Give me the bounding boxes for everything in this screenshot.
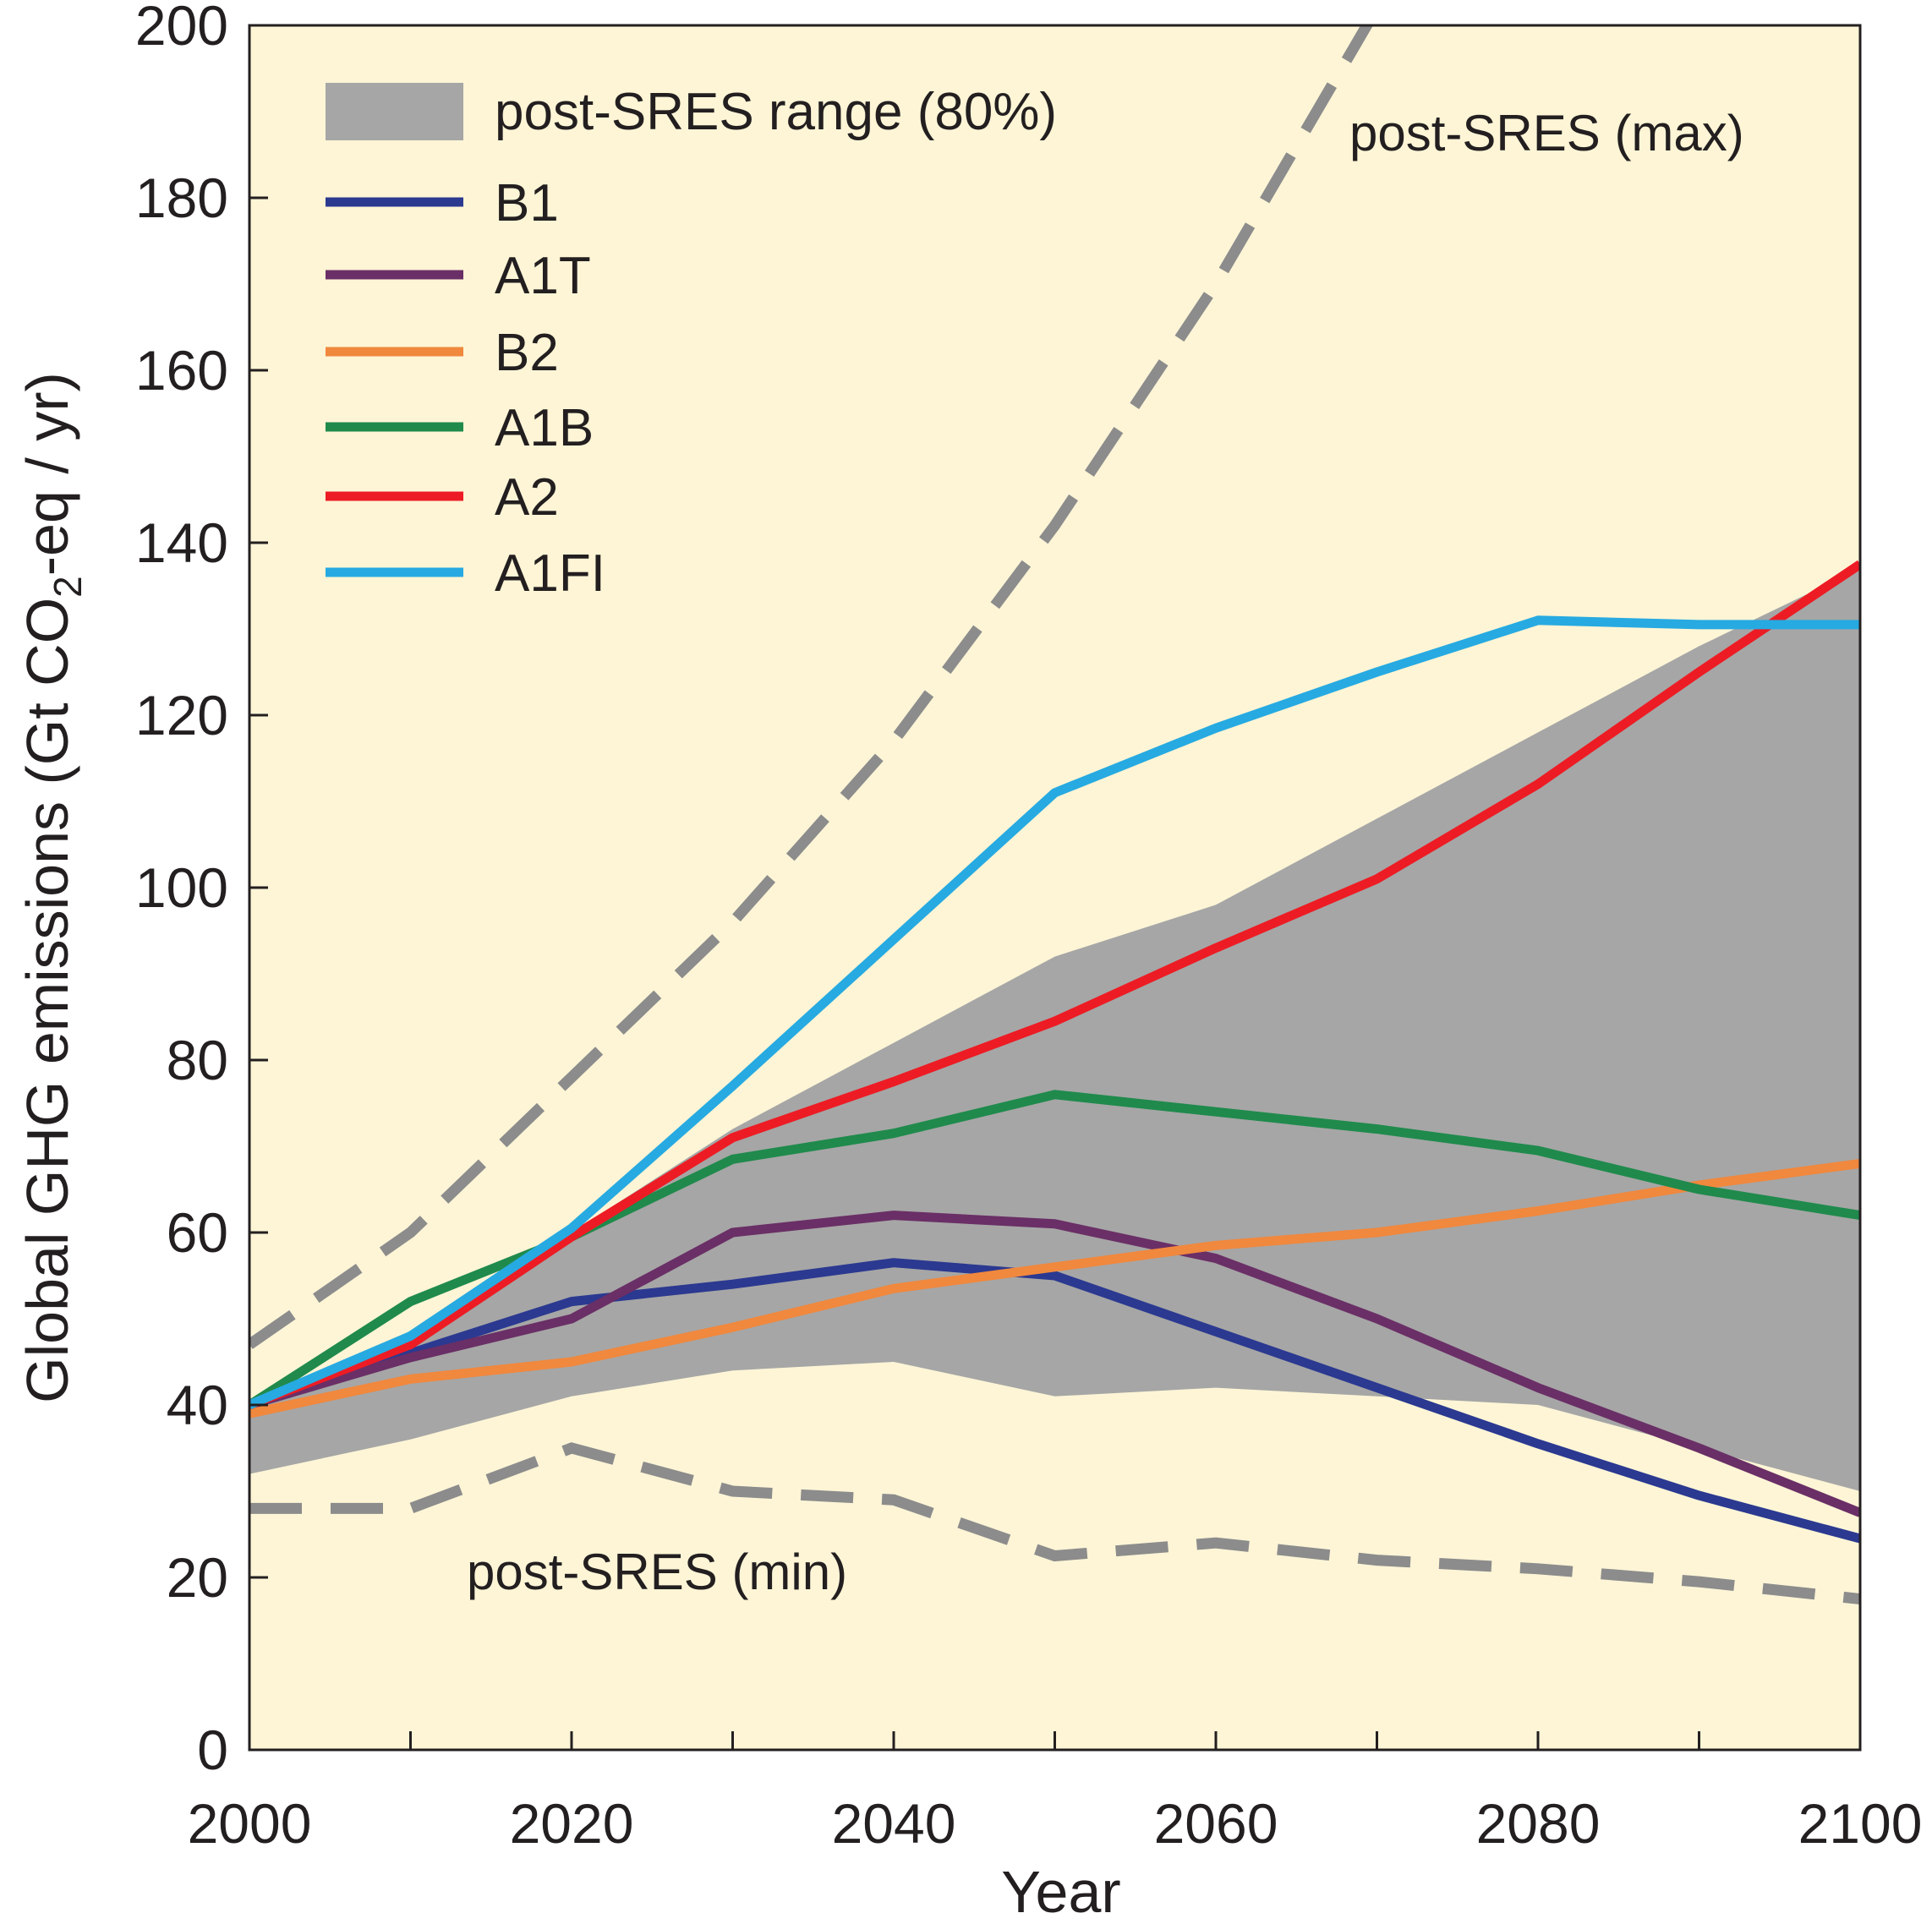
max-annotation: post-SRES (max): [1349, 105, 1744, 161]
y-tick-label: 40: [167, 1374, 228, 1436]
y-tick-label: 120: [135, 684, 228, 746]
x-tick-label: 2000: [188, 1792, 312, 1855]
y-tick-label: 0: [197, 1719, 228, 1781]
x-tick-label: 2080: [1476, 1792, 1601, 1855]
y-tick-label: 80: [167, 1029, 228, 1091]
y-tick-label: 160: [135, 339, 228, 402]
y-tick-label: 20: [167, 1546, 228, 1609]
legend-label-b2: B2: [495, 324, 559, 382]
legend-label-a2: A2: [495, 468, 559, 527]
x-tick-label: 2020: [510, 1792, 634, 1855]
legend-label-a1fi: A1FI: [495, 544, 605, 603]
y-tick-label: 180: [135, 167, 228, 229]
ghg-emissions-chart: 2000 2020 2040 2060 2080 21000204060801001201…: [0, 0, 1932, 1924]
y-tick-label: 100: [135, 856, 228, 919]
legend-label-range: post-SRES range (80%): [495, 83, 1057, 141]
x-axis-title: Year: [1001, 1859, 1120, 1924]
min-annotation: post-SRES (min): [467, 1544, 847, 1600]
legend-label-b1: B1: [495, 174, 559, 232]
legend-label-a1b: A1B: [495, 399, 594, 457]
y-tick-label: 140: [135, 511, 228, 574]
y-axis-title: Global GHG emissions (Gt CO2-eq / yr): [14, 372, 90, 1403]
x-tick-label: 2040: [832, 1792, 956, 1855]
legend-label-a1t: A1T: [495, 247, 591, 305]
y-tick-label: 200: [135, 0, 228, 57]
x-tick-label: 2100: [1798, 1792, 1923, 1855]
y-tick-label: 60: [167, 1201, 228, 1264]
x-tick-label: 2060: [1154, 1792, 1278, 1855]
legend-swatch-range: [326, 83, 463, 140]
